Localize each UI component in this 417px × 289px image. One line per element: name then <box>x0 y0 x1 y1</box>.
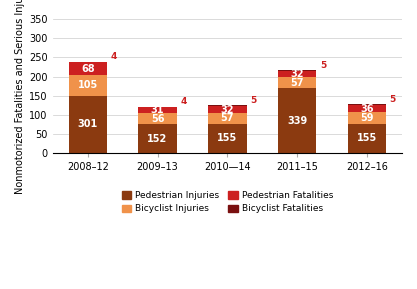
Bar <box>348 112 386 123</box>
Bar <box>208 106 246 113</box>
Text: 5: 5 <box>389 95 396 104</box>
Legend: Pedestrian Injuries, Bicyclist Injuries, Pedestrian Fatalities, Bicyclist Fatali: Pedestrian Injuries, Bicyclist Injuries,… <box>118 187 337 217</box>
Text: 4: 4 <box>111 52 117 61</box>
Bar <box>278 71 317 77</box>
Text: 152: 152 <box>147 134 168 144</box>
Text: 339: 339 <box>287 116 307 126</box>
Bar <box>208 105 246 106</box>
Text: 59: 59 <box>360 113 374 123</box>
Bar <box>208 113 246 123</box>
Text: 32: 32 <box>221 105 234 114</box>
Text: 32: 32 <box>290 69 304 79</box>
Text: 4: 4 <box>180 97 186 106</box>
Text: 57: 57 <box>221 113 234 123</box>
Text: 105: 105 <box>78 80 98 90</box>
Text: 31: 31 <box>151 105 164 115</box>
Bar <box>138 108 177 113</box>
Bar <box>208 123 246 153</box>
Text: 155: 155 <box>217 133 237 143</box>
Bar <box>348 123 386 153</box>
Text: 56: 56 <box>151 114 164 124</box>
Y-axis label: Nonmotorized Fatalities and Serious Injuries: Nonmotorized Fatalities and Serious Inju… <box>15 0 25 194</box>
Bar <box>138 107 177 108</box>
Text: 155: 155 <box>357 133 377 143</box>
Bar <box>138 124 177 153</box>
Bar <box>278 70 317 71</box>
Bar <box>278 77 317 88</box>
Text: 36: 36 <box>360 104 374 114</box>
Bar <box>68 95 107 153</box>
Bar <box>348 105 386 112</box>
Text: 68: 68 <box>81 64 95 74</box>
Text: 301: 301 <box>78 119 98 129</box>
Text: 5: 5 <box>320 61 326 70</box>
Bar <box>138 113 177 124</box>
Bar <box>68 62 107 75</box>
Text: 5: 5 <box>250 96 256 105</box>
Bar <box>68 75 107 95</box>
Bar <box>348 104 386 105</box>
Text: 57: 57 <box>290 78 304 88</box>
Bar <box>278 88 317 153</box>
